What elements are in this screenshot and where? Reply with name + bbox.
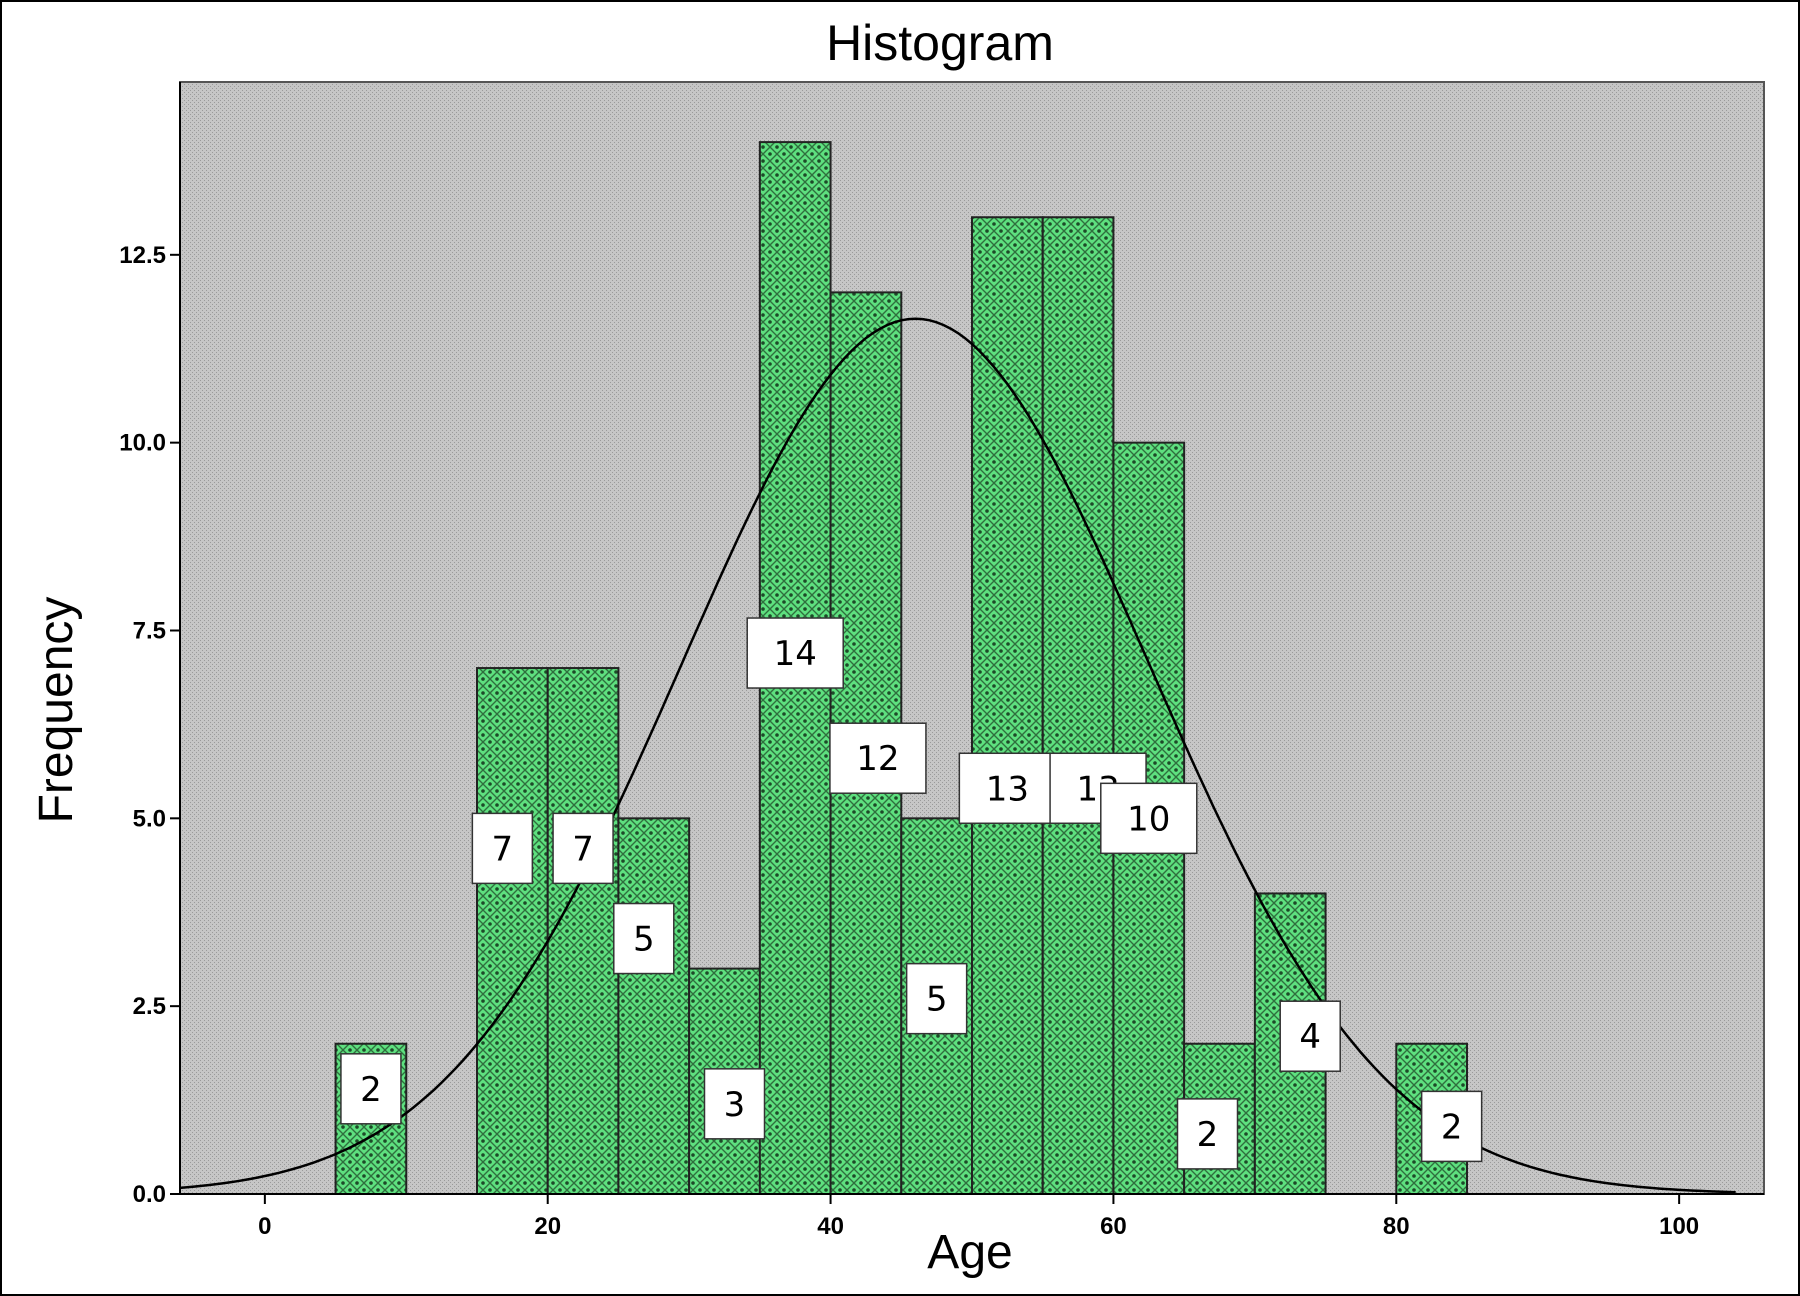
data-label: 5 — [613, 902, 675, 975]
data-label-box — [746, 617, 844, 689]
y-tick-label: 2.5 — [133, 993, 166, 1020]
data-label-text: 14 — [774, 634, 817, 674]
data-label-box — [1176, 1098, 1239, 1170]
x-tick-label: 40 — [817, 1213, 844, 1240]
data-label: 4 — [1279, 1000, 1341, 1072]
data-label-box — [552, 812, 614, 885]
data-label: 7 — [552, 812, 614, 885]
data-label: 5 — [905, 962, 968, 1035]
data-label-box — [1100, 782, 1198, 855]
y-tick-label: 10.0 — [119, 430, 166, 457]
histogram-bar — [971, 216, 1044, 1196]
data-label: 13 — [958, 752, 1057, 825]
data-label-box — [1420, 1090, 1483, 1163]
histogram-bar — [476, 667, 549, 1195]
data-label-text: 12 — [856, 739, 899, 779]
y-tick-label: 12.5 — [119, 242, 166, 269]
data-label-box — [1279, 1000, 1341, 1072]
data-label-box — [958, 752, 1057, 825]
data-label-text: 13 — [986, 769, 1029, 809]
data-label-text: 4 — [1299, 1017, 1321, 1057]
data-label-box — [829, 722, 927, 794]
data-label: 10 — [1100, 782, 1198, 855]
y-tick-label: 0.0 — [133, 1181, 166, 1208]
data-label: 7 — [471, 812, 534, 885]
data-label-box — [703, 1068, 766, 1140]
data-label-text: 2 — [1197, 1115, 1219, 1155]
x-tick-label: 80 — [1383, 1213, 1410, 1240]
histogram-bar — [617, 817, 691, 1196]
data-label-text: 3 — [724, 1085, 746, 1125]
data-label: 2 — [1420, 1090, 1483, 1163]
data-label: 2 — [340, 1053, 402, 1125]
data-label: 2 — [1176, 1098, 1239, 1170]
data-label-text: 5 — [926, 980, 948, 1020]
data-label-text: 7 — [492, 829, 514, 869]
data-label-text: 5 — [633, 920, 655, 960]
x-axis-label: Age — [927, 1226, 1012, 1279]
data-label: 14 — [746, 617, 844, 689]
data-label-text: 10 — [1127, 799, 1170, 839]
data-label-box — [340, 1053, 402, 1125]
data-label-box — [613, 902, 675, 975]
data-label-text: 2 — [360, 1070, 382, 1110]
data-label: 3 — [703, 1068, 766, 1140]
x-tick-label: 20 — [534, 1213, 561, 1240]
data-label-box — [905, 962, 968, 1035]
y-axis-label: Frequency — [30, 597, 83, 824]
histogram-bar — [546, 667, 620, 1195]
x-tick-label: 60 — [1100, 1213, 1127, 1240]
data-label-text: 2 — [1441, 1107, 1463, 1147]
histogram-bar — [1041, 216, 1115, 1196]
x-tick-label: 0 — [258, 1213, 271, 1240]
data-label: 12 — [829, 722, 927, 794]
x-tick-label: 100 — [1659, 1213, 1699, 1240]
y-tick-label: 5.0 — [133, 805, 166, 832]
data-label-box — [471, 812, 534, 885]
chart-title: Histogram — [826, 15, 1054, 71]
data-label-text: 7 — [572, 829, 594, 869]
y-tick-label: 7.5 — [133, 617, 166, 644]
